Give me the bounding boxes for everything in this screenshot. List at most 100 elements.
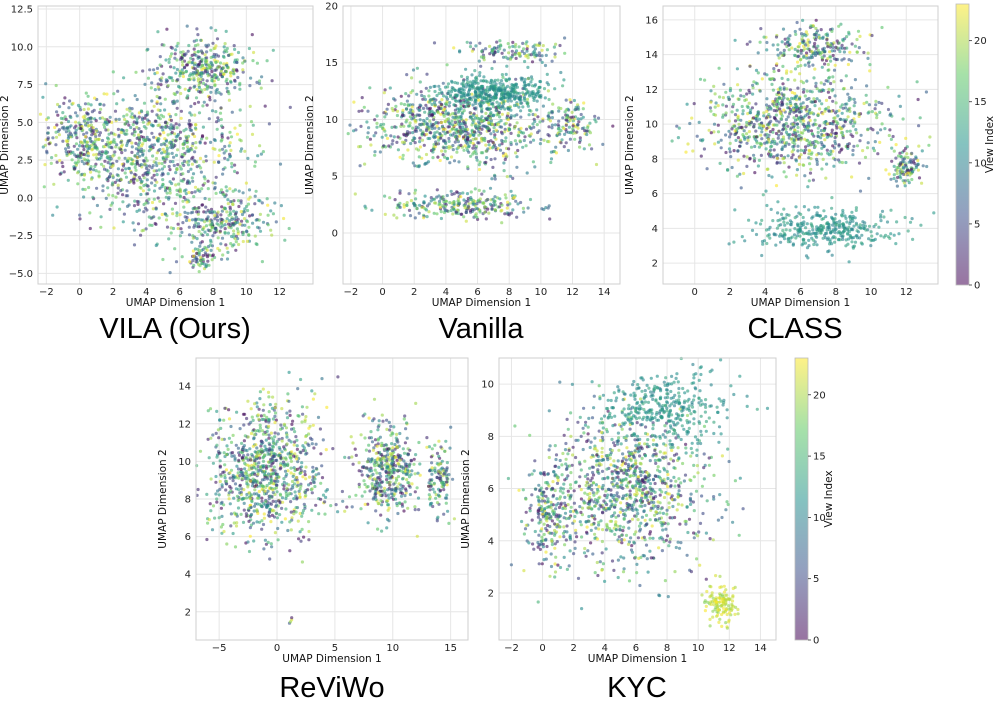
scatter-point: [520, 78, 524, 82]
scatter-point: [257, 198, 261, 202]
scatter-point: [72, 126, 77, 130]
scatter-point: [219, 117, 223, 122]
scatter-point: [129, 180, 133, 184]
scatter-point: [133, 130, 137, 134]
scatter-point: [503, 107, 507, 111]
scatter-point: [152, 215, 156, 219]
scatter-point: [588, 121, 592, 125]
scatter-point: [816, 126, 820, 130]
scatter-point: [482, 189, 486, 193]
scatter-point: [513, 52, 517, 57]
scatter-point: [134, 173, 138, 177]
scatter-point: [528, 197, 533, 202]
scatter-point: [887, 133, 891, 138]
scatter-point: [252, 50, 256, 55]
scatter-point: [220, 124, 224, 128]
scatter-point: [149, 145, 153, 149]
scatter-point: [484, 217, 488, 221]
scatter-point: [546, 89, 551, 93]
scatter-point: [531, 160, 536, 164]
scatter-point: [742, 94, 746, 98]
scatter-point: [828, 95, 832, 100]
scatter-point: [168, 160, 172, 164]
scatter-point: [375, 125, 379, 129]
scatter-point: [152, 135, 156, 139]
scatter-point: [46, 126, 51, 130]
scatter-point: [465, 78, 469, 82]
scatter-point: [802, 55, 806, 60]
scatter-point: [167, 195, 171, 200]
scatter-point: [791, 153, 795, 157]
scatter-point: [782, 170, 786, 174]
scatter-point: [480, 110, 484, 114]
scatter-point: [478, 41, 482, 45]
scatter-point: [557, 119, 561, 123]
scatter-point: [833, 136, 837, 140]
scatter-point: [738, 144, 742, 148]
scatter-point: [250, 33, 254, 37]
scatter-point: [186, 180, 190, 184]
scatter-point: [119, 128, 124, 132]
scatter-point: [435, 130, 439, 134]
scatter-point: [466, 138, 470, 142]
scatter-point: [499, 88, 503, 92]
scatter-point: [173, 201, 178, 205]
scatter-point: [496, 49, 500, 54]
scatter-point: [466, 93, 470, 97]
scatter-point: [733, 129, 737, 133]
scatter-point: [104, 142, 108, 147]
scatter-point: [90, 128, 94, 133]
scatter-point: [125, 143, 129, 148]
scatter-point: [782, 123, 786, 127]
scatter-point: [130, 158, 134, 162]
scatter-point: [877, 225, 881, 229]
scatter-point: [507, 147, 511, 151]
scatter-point: [125, 113, 129, 117]
scatter-point: [822, 209, 826, 213]
scatter-point: [466, 199, 470, 203]
scatter-point: [230, 110, 234, 114]
scatter-point: [486, 197, 490, 202]
scatter-point: [719, 146, 723, 150]
scatter-point: [177, 84, 181, 89]
scatter-point: [827, 249, 831, 253]
scatter-point: [424, 86, 428, 90]
scatter-point: [754, 102, 758, 106]
scatter-point: [388, 196, 392, 200]
scatter-point: [468, 101, 472, 106]
scatter-point: [398, 189, 402, 193]
scatter-point: [221, 253, 225, 257]
scatter-point: [718, 95, 722, 99]
scatter-point: [208, 210, 212, 214]
scatter-point: [383, 115, 387, 119]
scatter-point: [278, 162, 283, 166]
scatter-point: [75, 161, 79, 165]
scatter-point: [236, 50, 241, 55]
scatter-point: [141, 142, 145, 146]
scatter-point: [785, 221, 790, 225]
scatter-point: [769, 207, 773, 211]
scatter-point: [491, 165, 495, 169]
scatter-point: [482, 124, 486, 128]
scatter-point: [430, 113, 434, 117]
scatter-point: [411, 113, 415, 117]
scatter-point: [765, 141, 769, 145]
scatter-point: [792, 108, 796, 112]
scatter-point: [898, 104, 903, 108]
scatter-point: [274, 220, 278, 224]
scatter-point: [782, 161, 786, 165]
scatter-point: [191, 172, 196, 176]
scatter-point: [225, 46, 229, 51]
scatter-point: [229, 80, 233, 84]
scatter-point: [247, 188, 252, 192]
scatter-point: [440, 90, 444, 94]
scatter-point: [593, 114, 597, 118]
scatter-point: [137, 133, 141, 137]
scatter-point: [487, 211, 491, 215]
scatter-point: [176, 226, 180, 231]
scatter-point: [105, 122, 109, 126]
scatter-point: [205, 79, 209, 83]
scatter-point: [107, 145, 111, 149]
scatter-point: [522, 138, 526, 143]
scatter-point: [172, 92, 176, 96]
